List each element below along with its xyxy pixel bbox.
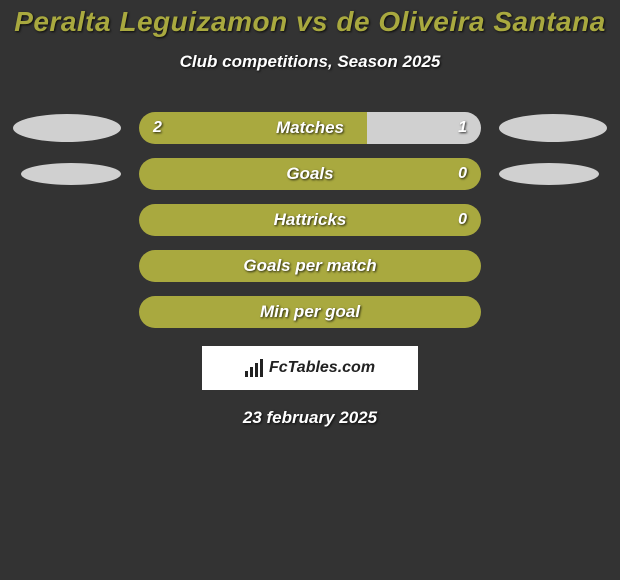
date-stamp: 23 february 2025 — [0, 408, 620, 428]
stat-bar: Hattricks0 — [139, 204, 481, 236]
stat-bar-left — [139, 112, 367, 144]
comparison-infographic: Peralta Leguizamon vs de Oliveira Santan… — [0, 0, 620, 580]
page-title: Peralta Leguizamon vs de Oliveira Santan… — [0, 6, 620, 38]
stat-bar-left — [139, 296, 481, 328]
stat-row: Matches21 — [0, 112, 620, 144]
stat-bar-right — [367, 112, 481, 144]
stat-row: Goals0 — [0, 158, 620, 190]
stat-row: Hattricks0 — [0, 204, 620, 236]
stat-row: Goals per match — [0, 250, 620, 282]
stat-bar: Goals per match — [139, 250, 481, 282]
logo-text: FcTables.com — [269, 359, 375, 377]
stat-row: Min per goal — [0, 296, 620, 328]
player-left-marker — [21, 163, 121, 185]
page-subtitle: Club competitions, Season 2025 — [0, 52, 620, 72]
stat-bar-left — [139, 158, 481, 190]
stat-bar-left — [139, 250, 481, 282]
stat-bar: Min per goal — [139, 296, 481, 328]
stat-bar-left — [139, 204, 481, 236]
stat-bar: Goals0 — [139, 158, 481, 190]
player-left-marker — [13, 114, 121, 142]
player-right-marker — [499, 114, 607, 142]
bar-chart-icon — [245, 359, 265, 377]
stats-container: Matches21 Goals0 Hattricks0 Goals per match… — [0, 112, 620, 328]
player-right-marker — [499, 163, 599, 185]
stat-bar: Matches21 — [139, 112, 481, 144]
logo-badge: FcTables.com — [202, 346, 418, 390]
